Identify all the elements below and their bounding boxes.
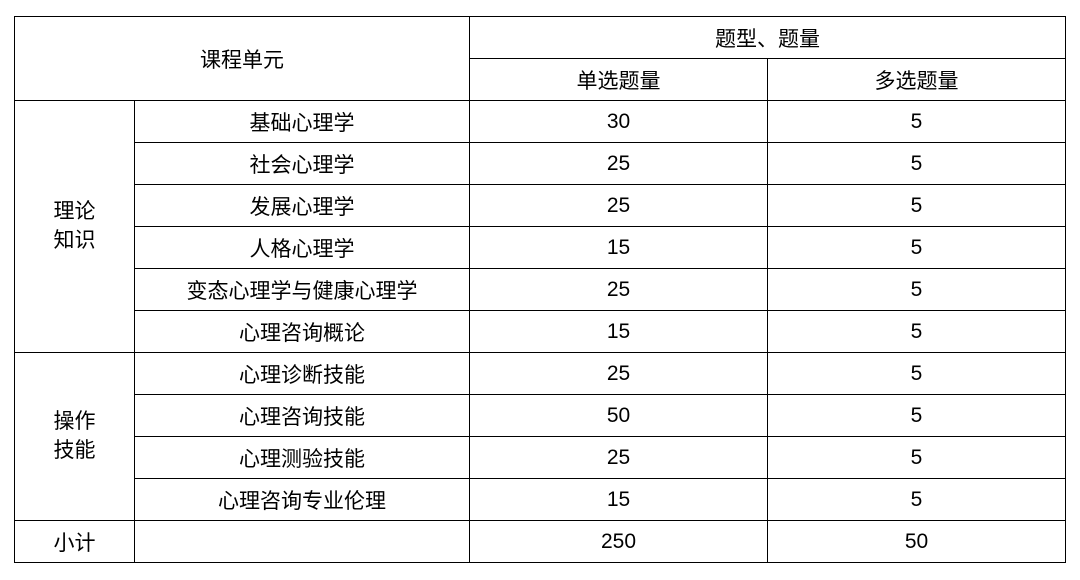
- multi-cell: 5: [768, 437, 1066, 479]
- multi-cell: 5: [768, 143, 1066, 185]
- subject-cell: 变态心理学与健康心理学: [135, 269, 470, 311]
- table-row: 发展心理学 25 5: [15, 185, 1066, 227]
- subtotal-multi: 50: [768, 521, 1066, 563]
- table-row: 理论 知识 基础心理学 30 5: [15, 101, 1066, 143]
- multi-cell: 5: [768, 479, 1066, 521]
- table-row: 心理咨询技能 50 5: [15, 395, 1066, 437]
- subject-cell: 人格心理学: [135, 227, 470, 269]
- subtotal-empty: [135, 521, 470, 563]
- multi-cell: 5: [768, 101, 1066, 143]
- table-row: 人格心理学 15 5: [15, 227, 1066, 269]
- single-cell: 25: [470, 143, 768, 185]
- header-question-types: 题型、题量: [470, 17, 1066, 59]
- table-row: 心理咨询专业伦理 15 5: [15, 479, 1066, 521]
- single-cell: 25: [470, 437, 768, 479]
- single-cell: 25: [470, 353, 768, 395]
- subject-cell: 社会心理学: [135, 143, 470, 185]
- subject-cell: 发展心理学: [135, 185, 470, 227]
- single-cell: 30: [470, 101, 768, 143]
- single-cell: 15: [470, 479, 768, 521]
- single-cell: 25: [470, 269, 768, 311]
- multi-cell: 5: [768, 395, 1066, 437]
- group-skills-label: 操作 技能: [15, 353, 135, 521]
- single-cell: 15: [470, 227, 768, 269]
- multi-cell: 5: [768, 227, 1066, 269]
- single-cell: 50: [470, 395, 768, 437]
- multi-cell: 5: [768, 311, 1066, 353]
- subtotal-single: 250: [470, 521, 768, 563]
- subtotal-label: 小计: [15, 521, 135, 563]
- group-label-text: 理论 知识: [54, 200, 96, 251]
- multi-cell: 5: [768, 269, 1066, 311]
- course-question-table: 课程单元 题型、题量 单选题量 多选题量 理论 知识 基础心理学 30 5 社会…: [14, 16, 1066, 563]
- table-row: 社会心理学 25 5: [15, 143, 1066, 185]
- table-row: 心理咨询概论 15 5: [15, 311, 1066, 353]
- header-single-choice: 单选题量: [470, 59, 768, 101]
- subject-cell: 心理咨询概论: [135, 311, 470, 353]
- table-row: 操作 技能 心理诊断技能 25 5: [15, 353, 1066, 395]
- table-header-row-1: 课程单元 题型、题量: [15, 17, 1066, 59]
- group-label-text: 操作 技能: [54, 410, 96, 461]
- subject-cell: 心理诊断技能: [135, 353, 470, 395]
- group-theory-label: 理论 知识: [15, 101, 135, 353]
- multi-cell: 5: [768, 353, 1066, 395]
- subtotal-row: 小计 250 50: [15, 521, 1066, 563]
- single-cell: 15: [470, 311, 768, 353]
- subject-cell: 心理测验技能: [135, 437, 470, 479]
- subject-cell: 心理咨询专业伦理: [135, 479, 470, 521]
- single-cell: 25: [470, 185, 768, 227]
- table-row: 心理测验技能 25 5: [15, 437, 1066, 479]
- subject-cell: 心理咨询技能: [135, 395, 470, 437]
- header-course-unit: 课程单元: [15, 17, 470, 101]
- subject-cell: 基础心理学: [135, 101, 470, 143]
- header-multi-choice: 多选题量: [768, 59, 1066, 101]
- multi-cell: 5: [768, 185, 1066, 227]
- table-row: 变态心理学与健康心理学 25 5: [15, 269, 1066, 311]
